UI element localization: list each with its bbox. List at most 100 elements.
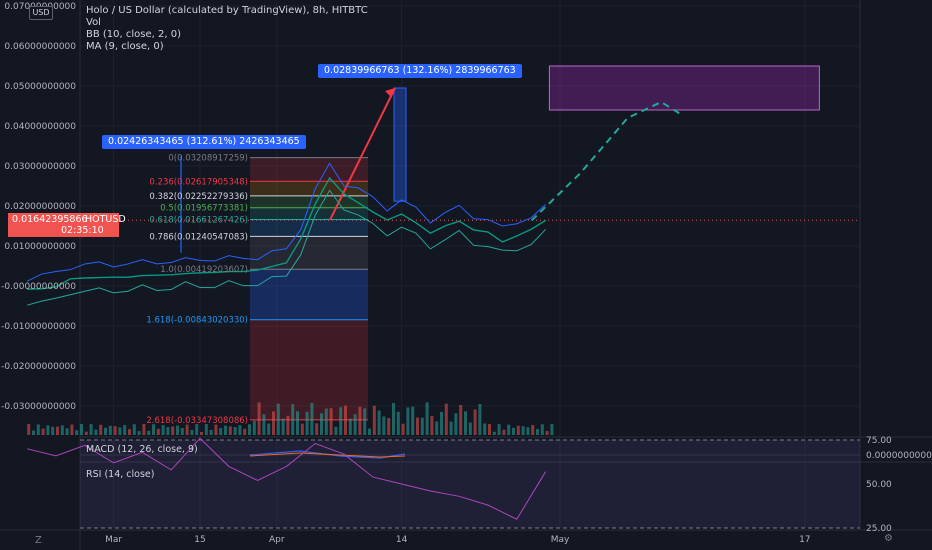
- macd-axis-label: 0.00000000000: [866, 451, 932, 461]
- x-tick-label: Mar: [105, 535, 122, 545]
- fib-zone: [250, 207, 368, 220]
- volume-bar: [497, 424, 501, 435]
- fib-zone: [250, 269, 368, 320]
- legend-bollinger[interactable]: BB (10, close, 2, 0): [86, 29, 181, 40]
- volume-bar: [339, 407, 343, 435]
- bollinger-bands: [26, 162, 546, 306]
- volume-bar: [80, 424, 83, 435]
- bb-upper: [26, 162, 546, 282]
- timezone-icon[interactable]: Z: [35, 535, 42, 546]
- volume-bar: [507, 424, 511, 435]
- legend-volume[interactable]: Vol: [86, 17, 101, 28]
- volume-bar: [257, 402, 261, 435]
- bar-countdown: 02:35:10: [61, 225, 104, 236]
- volume-bar: [329, 408, 333, 435]
- volume-bar: [195, 424, 199, 435]
- volume-bar: [108, 425, 112, 435]
- volume-bar: [512, 427, 515, 435]
- rsi-label[interactable]: RSI (14, close): [86, 469, 155, 480]
- volume-bar: [94, 429, 98, 435]
- volume-bar: [132, 424, 136, 435]
- volume-bar: [75, 430, 79, 435]
- volume-bar: [473, 409, 477, 435]
- volume-bar: [233, 427, 237, 435]
- macd-signal: [249, 452, 406, 458]
- volume-bar: [353, 414, 357, 435]
- volume-bar: [540, 424, 544, 435]
- last-price-tag: 0.01642395866 HOTUSD 02:35:10: [8, 213, 126, 237]
- volume-bar: [545, 431, 549, 435]
- volume-bar: [281, 418, 285, 435]
- volume-bar: [502, 429, 506, 435]
- volume-bar: [459, 404, 463, 435]
- volume-bar: [440, 411, 443, 435]
- y-tick-label: 0.01000000000: [4, 242, 76, 252]
- volume-bar: [372, 405, 376, 435]
- fib-zone: [250, 181, 368, 196]
- measure-callout-lower[interactable]: 0.02426343465 (312.61%) 2426343465: [102, 135, 306, 149]
- x-tick-label: May: [551, 535, 570, 545]
- volume-bars: [27, 402, 554, 435]
- measure-callout-upper[interactable]: 0.02839966763 (132.16%) 2839966763: [318, 64, 522, 78]
- x-tick-label: 17: [799, 535, 810, 545]
- red-arrow-head: [385, 88, 395, 97]
- volume-bar: [161, 425, 165, 435]
- price-line: [27, 176, 546, 290]
- volume-bar: [152, 424, 155, 435]
- volume-bar: [310, 402, 314, 435]
- volume-bar: [262, 414, 266, 435]
- measure-range-lower: [180, 156, 182, 253]
- volume-bar: [46, 425, 50, 435]
- chart-title: Holo / US Dollar (calculated by TradingV…: [86, 5, 368, 16]
- x-tick-label: 15: [194, 535, 205, 545]
- volume-bar: [166, 427, 170, 435]
- y-axis: 0.070000000000.060000000000.050000000000…: [1, 2, 76, 412]
- volume-bar: [248, 424, 251, 435]
- fib-level-label: 0.618(0.01661267426): [149, 216, 248, 226]
- y-tick-label: 0.05000000000: [4, 82, 76, 92]
- volume-bar: [363, 408, 367, 435]
- macd-label[interactable]: MACD (12, 26, close, 9): [86, 444, 198, 455]
- volume-bar: [300, 423, 304, 435]
- volume-bar: [492, 431, 496, 435]
- volume-bar: [536, 429, 539, 435]
- x-tick-label: Apr: [269, 535, 285, 545]
- volume-bar: [305, 411, 309, 435]
- volume-bar: [420, 417, 424, 435]
- volume-bar: [113, 426, 117, 435]
- rsi-axis-label: 75.00: [866, 436, 892, 446]
- fib-zone: [250, 195, 368, 208]
- volume-bar: [89, 424, 93, 435]
- volume-bar: [430, 415, 434, 435]
- volume-bar: [104, 427, 107, 435]
- rsi-line: [27, 437, 547, 520]
- volume-bar: [65, 428, 69, 435]
- fib-level-label: 0.786(0.01240547083): [149, 232, 248, 242]
- volume-bar: [521, 426, 525, 435]
- gear-icon[interactable]: ⚙: [884, 533, 893, 544]
- target-box: [548, 65, 820, 111]
- fib-level-label: 1.618(-0.00843020330): [146, 316, 248, 326]
- volume-bar: [200, 432, 203, 435]
- fib-labels: 0(0.03208917259) 0.236(0.02617905348) 0.38…: [146, 154, 248, 426]
- volume-bar: [99, 424, 103, 435]
- volume-bar: [348, 418, 352, 435]
- legend-ma[interactable]: MA (9, close, 0): [86, 41, 164, 52]
- volume-bar: [209, 429, 213, 435]
- fib-level-label: 2.618(-0.03347308086): [146, 416, 248, 426]
- fib-level-label: 1.0(0.00419203607): [160, 265, 248, 275]
- volume-bar: [368, 428, 371, 435]
- volume-bar: [468, 422, 472, 435]
- volume-bar: [324, 408, 328, 435]
- volume-bar: [411, 406, 415, 435]
- volume-bar: [32, 430, 35, 435]
- volume-bar: [444, 403, 448, 435]
- currency-button[interactable]: USD: [29, 6, 53, 20]
- fib-zone: [250, 219, 368, 237]
- volume-bar: [334, 426, 338, 435]
- volume-bar: [344, 405, 347, 435]
- volume-bar: [449, 421, 453, 435]
- volume-bar: [70, 424, 74, 435]
- volume-bar: [392, 402, 395, 435]
